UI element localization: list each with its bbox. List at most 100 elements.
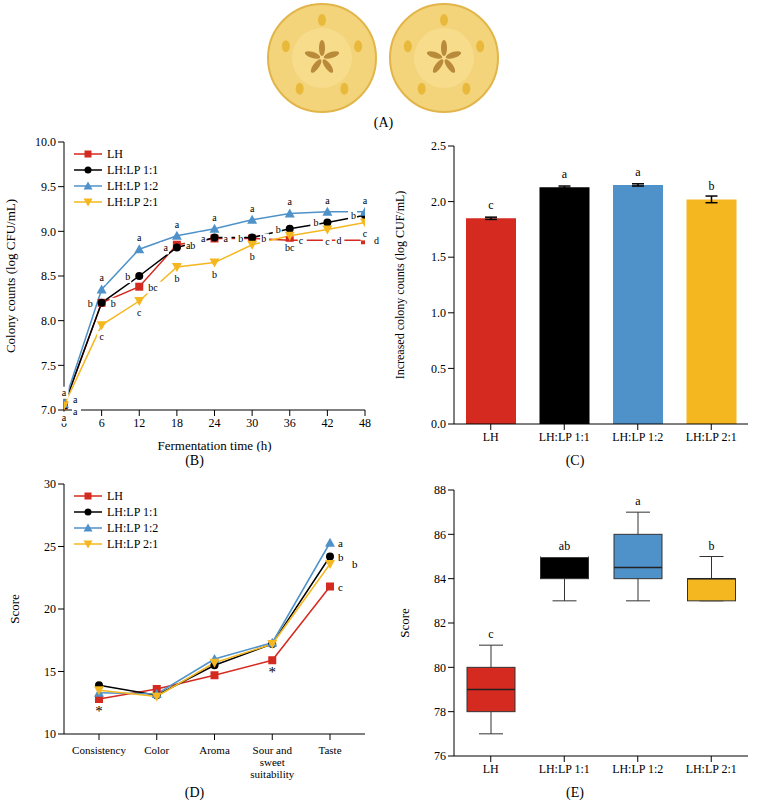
- svg-text:a: a: [363, 195, 368, 206]
- svg-text:b: b: [261, 233, 266, 244]
- svg-text:80: 80: [434, 661, 446, 675]
- svg-text:b: b: [709, 179, 715, 193]
- svg-text:b: b: [338, 551, 344, 563]
- svg-text:b: b: [276, 224, 281, 235]
- svg-text:a: a: [137, 232, 142, 243]
- svg-text:LH:LP 1:1: LH:LP 1:1: [539, 430, 590, 444]
- svg-text:LH:LP 2:1: LH:LP 2:1: [686, 762, 737, 776]
- svg-text:c: c: [299, 235, 304, 246]
- svg-text:15: 15: [44, 665, 56, 679]
- svg-text:a: a: [62, 412, 67, 423]
- svg-text:b: b: [111, 298, 116, 309]
- svg-text:7.5: 7.5: [41, 359, 56, 373]
- svg-text:bc: bc: [285, 242, 295, 253]
- svg-text:c: c: [363, 228, 368, 239]
- svg-text:b: b: [250, 251, 255, 262]
- svg-text:9.0: 9.0: [41, 225, 56, 239]
- svg-text:48: 48: [359, 416, 371, 430]
- svg-text:*: *: [269, 664, 277, 680]
- svg-text:Fermentation time (h): Fermentation time (h): [157, 438, 271, 452]
- svg-text:82: 82: [434, 616, 446, 630]
- svg-text:78: 78: [434, 705, 446, 719]
- svg-text:c: c: [488, 627, 493, 641]
- svg-text:Colony counts (log CFU/mL): Colony counts (log CFU/mL): [3, 199, 18, 353]
- svg-text:a: a: [224, 233, 229, 244]
- svg-text:a: a: [288, 196, 293, 207]
- svg-text:a: a: [562, 167, 568, 181]
- svg-text:0.0: 0.0: [431, 417, 446, 431]
- svg-text:9.5: 9.5: [41, 180, 56, 194]
- svg-text:30: 30: [44, 477, 56, 491]
- svg-text:a: a: [635, 494, 641, 508]
- svg-text:12: 12: [133, 416, 145, 430]
- svg-text:LH:LP 1:2: LH:LP 1:2: [612, 762, 663, 776]
- svg-text:a: a: [201, 233, 206, 244]
- svg-text:c: c: [338, 581, 343, 593]
- svg-text:76: 76: [434, 749, 446, 763]
- svg-text:a: a: [163, 242, 168, 253]
- svg-text:25: 25: [44, 540, 56, 554]
- svg-text:b: b: [351, 210, 356, 221]
- svg-text:bc: bc: [148, 282, 158, 293]
- svg-text:86: 86: [434, 528, 446, 542]
- svg-text:d: d: [374, 235, 379, 246]
- svg-text:36: 36: [284, 416, 296, 430]
- svg-text:a: a: [62, 387, 67, 398]
- svg-text:84: 84: [434, 572, 446, 586]
- svg-text:LH: LH: [483, 430, 499, 444]
- svg-text:c: c: [488, 198, 493, 212]
- svg-text:*: *: [95, 703, 103, 719]
- svg-text:b: b: [125, 271, 130, 282]
- svg-text:b: b: [352, 558, 358, 570]
- svg-text:42: 42: [321, 416, 333, 430]
- svg-text:2.5: 2.5: [431, 139, 446, 153]
- svg-text:2.0: 2.0: [431, 195, 446, 209]
- svg-text:ab: ab: [559, 539, 570, 553]
- svg-text:1.5: 1.5: [431, 250, 446, 264]
- svg-text:LH:LP 1:2: LH:LP 1:2: [612, 430, 663, 444]
- svg-text:a: a: [250, 203, 255, 214]
- svg-text:b: b: [212, 269, 217, 280]
- svg-text:a: a: [212, 212, 217, 223]
- svg-text:8.5: 8.5: [41, 269, 56, 283]
- svg-text:10: 10: [44, 727, 56, 741]
- svg-text:LH:LP 2:1: LH:LP 2:1: [686, 430, 737, 444]
- svg-text:Consistency: Consistency: [72, 744, 126, 756]
- svg-text:30: 30: [246, 416, 258, 430]
- svg-text:Taste: Taste: [318, 744, 341, 756]
- svg-text:LH: LH: [483, 762, 499, 776]
- svg-text:24: 24: [209, 416, 221, 430]
- svg-text:Score: Score: [397, 608, 412, 638]
- svg-text:a: a: [325, 195, 330, 206]
- svg-text:6: 6: [99, 416, 105, 430]
- svg-text:LH:LP 1:1: LH:LP 1:1: [539, 762, 590, 776]
- svg-text:a: a: [635, 165, 641, 179]
- svg-text:a: a: [73, 406, 78, 417]
- svg-text:a: a: [175, 219, 180, 230]
- svg-text:20: 20: [44, 602, 56, 616]
- svg-text:Color: Color: [144, 744, 169, 756]
- svg-text:7.0: 7.0: [41, 403, 56, 417]
- svg-text:d: d: [336, 235, 341, 246]
- svg-text:1.0: 1.0: [431, 306, 446, 320]
- svg-text:b: b: [238, 233, 243, 244]
- svg-text:8.0: 8.0: [41, 314, 56, 328]
- svg-text:Increased colony counts (log C: Increased colony counts (log CUF/mL): [393, 191, 407, 380]
- svg-text:c: c: [137, 307, 142, 318]
- svg-text:a: a: [99, 272, 104, 283]
- svg-text:18: 18: [171, 416, 183, 430]
- svg-text:b: b: [88, 298, 93, 309]
- svg-text:b: b: [709, 539, 715, 553]
- svg-text:a: a: [73, 394, 78, 405]
- svg-text:b: b: [174, 273, 179, 284]
- svg-text:88: 88: [434, 483, 446, 497]
- svg-text:10.0: 10.0: [35, 135, 56, 149]
- svg-text:Sour andsweetsuitability: Sour andsweetsuitability: [250, 744, 295, 780]
- svg-text:b: b: [313, 217, 318, 228]
- svg-text:c: c: [325, 236, 330, 247]
- svg-text:Score: Score: [7, 594, 22, 624]
- svg-text:ab: ab: [186, 240, 195, 251]
- svg-text:Aroma: Aroma: [199, 744, 230, 756]
- svg-text:a: a: [338, 537, 343, 549]
- svg-text:0.5: 0.5: [431, 362, 446, 376]
